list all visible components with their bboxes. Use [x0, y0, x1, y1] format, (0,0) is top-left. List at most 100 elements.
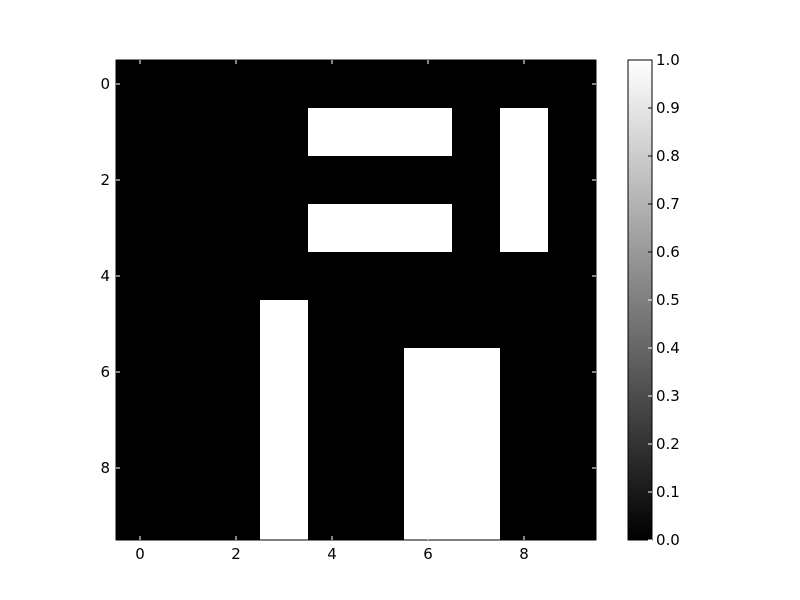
heatmap-cell	[500, 156, 549, 205]
colorbar-tick-label: 0.0	[656, 531, 680, 549]
heatmap-cell	[116, 204, 165, 253]
x-tick-label: 2	[231, 545, 241, 563]
heatmap-cell	[260, 60, 309, 109]
heatmap-cell	[116, 348, 165, 397]
heatmap-cell	[356, 396, 405, 445]
heatmap-cell	[452, 444, 501, 493]
plot-frame	[115, 59, 597, 541]
heatmap-cell	[356, 108, 405, 157]
heatmap-cell	[212, 204, 261, 253]
heatmap-cell	[356, 156, 405, 205]
heatmap-cell	[116, 396, 165, 445]
heatmap-cell	[404, 108, 453, 157]
heatmap-cell	[404, 252, 453, 301]
heatmap-cell	[500, 300, 549, 349]
heatmap-cell	[500, 108, 549, 157]
x-tick-label: 6	[423, 545, 433, 563]
heatmap-cell	[356, 252, 405, 301]
heatmap-cell	[548, 444, 597, 493]
heatmap-cell	[260, 156, 309, 205]
heatmap-cell	[548, 300, 597, 349]
heatmap-cell	[116, 60, 165, 109]
heatmap-cell	[308, 300, 357, 349]
heatmap-cell	[500, 252, 549, 301]
heatmap-cell	[404, 492, 453, 541]
heatmap-cell	[260, 300, 309, 349]
heatmap-cell	[116, 108, 165, 157]
heatmap-cell	[308, 108, 357, 157]
heatmap-cell	[164, 252, 213, 301]
heatmap-cell	[308, 252, 357, 301]
heatmap-cell	[116, 444, 165, 493]
heatmap-cell	[404, 444, 453, 493]
y-tick-label: 8	[100, 459, 110, 477]
heatmap-cell	[308, 396, 357, 445]
heatmap-cell	[164, 204, 213, 253]
heatmap-cell	[500, 444, 549, 493]
heatmap-cell	[260, 396, 309, 445]
heatmap-cell	[356, 492, 405, 541]
colorbar-tick-label: 0.2	[656, 435, 680, 453]
heatmap-cell	[116, 300, 165, 349]
heatmap-cell	[356, 60, 405, 109]
heatmap-cell	[212, 156, 261, 205]
heatmap-cell	[164, 444, 213, 493]
x-tick-label: 0	[135, 545, 145, 563]
heatmap-cell	[164, 60, 213, 109]
x-tick-label: 4	[327, 545, 337, 563]
heatmap-cell	[404, 396, 453, 445]
heatmap-cell	[116, 156, 165, 205]
colorbar-tick-label: 0.5	[656, 291, 680, 309]
heatmap-cell	[548, 492, 597, 541]
heatmap-cell	[356, 300, 405, 349]
heatmap-cell	[164, 156, 213, 205]
colorbar-tick-label: 0.9	[656, 99, 680, 117]
heatmap-cell	[164, 348, 213, 397]
heatmap-cell	[260, 252, 309, 301]
heatmap-cell	[212, 444, 261, 493]
heatmap-cell	[356, 444, 405, 493]
heatmap-cells	[116, 60, 597, 541]
heatmap-cell	[548, 156, 597, 205]
heatmap-cell	[212, 396, 261, 445]
heatmap-cell	[548, 348, 597, 397]
heatmap-cell	[308, 204, 357, 253]
colorbar-tick-label: 1.0	[656, 51, 680, 69]
heatmap-cell	[116, 252, 165, 301]
heatmap-cell	[452, 300, 501, 349]
heatmap-cell	[452, 492, 501, 541]
heatmap-cell	[308, 60, 357, 109]
heatmap-cell	[356, 348, 405, 397]
heatmap-cell	[212, 492, 261, 541]
heatmap-cell	[500, 204, 549, 253]
heatmap-cell	[164, 492, 213, 541]
y-axis: 0 2 4 6 8	[100, 75, 596, 477]
heatmap-cell	[500, 396, 549, 445]
y-tick-label: 4	[100, 267, 110, 285]
heatmap-cell	[500, 492, 549, 541]
heatmap-cell	[260, 108, 309, 157]
x-axis: 0 2 4 6 8	[135, 60, 529, 563]
heatmap-cell	[308, 492, 357, 541]
heatmap-cell	[212, 60, 261, 109]
heatmap-cell	[404, 204, 453, 253]
heatmap-cell	[404, 156, 453, 205]
heatmap-cell	[260, 348, 309, 397]
heatmap-cell	[164, 108, 213, 157]
colorbar-tick-label: 0.6	[656, 243, 680, 261]
y-tick-label: 2	[100, 171, 110, 189]
y-tick-label: 6	[100, 363, 110, 381]
heatmap-cell	[548, 108, 597, 157]
heatmap-cell	[500, 348, 549, 397]
heatmap-cell	[452, 396, 501, 445]
heatmap-cell	[212, 300, 261, 349]
heatmap-cell	[356, 204, 405, 253]
heatmap-cell	[548, 60, 597, 109]
colorbar-tick-label: 0.4	[656, 339, 680, 357]
heatmap-cell	[212, 252, 261, 301]
heatmap-cell	[164, 300, 213, 349]
colorbar-tick-label: 0.3	[656, 387, 680, 405]
heatmap-cell	[116, 492, 165, 541]
heatmap-cell	[452, 252, 501, 301]
